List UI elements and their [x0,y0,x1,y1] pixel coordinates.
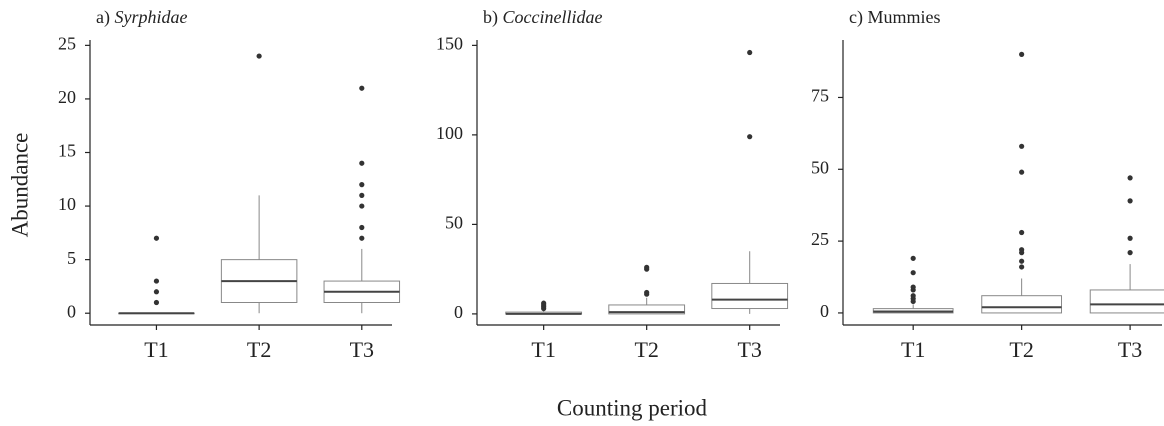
outlier [910,284,916,290]
outlier [910,270,916,276]
x-tick-label: T2 [1009,337,1033,362]
x-tick-label: T1 [531,337,555,362]
x-tick-label: T1 [144,337,168,362]
outlier [1127,175,1133,181]
panel-name: Mummies [867,7,940,27]
panel-label: c) [849,7,863,28]
y-tick-label: 0 [67,301,76,321]
outlier [153,299,160,306]
outlier [1019,51,1025,57]
box [1089,289,1164,314]
y-tick-label: 25 [811,229,829,249]
x-tick-label: T2 [247,337,271,362]
outlier [359,160,365,166]
outlier [910,255,916,261]
y-tick-label: 25 [58,33,76,53]
panel-title: c) Mummies [849,7,941,28]
x-tick-label: T3 [350,337,374,362]
y-tick-label: 10 [58,194,76,214]
x-tick-label: T3 [737,337,761,362]
y-tick-label: 100 [436,123,463,143]
outlier [1127,198,1133,204]
outlier [747,49,753,56]
box [711,282,789,310]
y-tick-label: 5 [67,248,76,268]
y-tick-label: 20 [58,87,76,107]
y-tick-label: 75 [811,86,829,106]
outlier [359,85,365,91]
outlier [910,293,916,299]
outlier [1019,169,1025,175]
box [981,295,1063,314]
y-tick-label: 15 [58,141,76,161]
outlier [541,300,547,306]
outlier [256,53,262,59]
panel-name: Coccinellidae [503,7,603,27]
panel-title: b) Coccinellidae [483,7,602,28]
y-axis-label: Abundance [7,133,32,238]
panel-name: Syrphidae [114,7,187,27]
x-tick-label: T3 [1118,337,1142,362]
panel-label: b) [483,7,498,28]
x-axis-label: Counting period [557,395,708,420]
box [608,304,686,315]
outlier [1019,143,1025,149]
outlier [359,224,365,231]
y-tick-label: 0 [820,301,829,321]
outlier [1019,258,1025,264]
panel-label: a) [96,7,110,28]
y-tick-label: 50 [811,157,829,177]
outlier [359,203,365,209]
outlier [644,289,650,296]
outlier [153,235,160,241]
y-tick-label: 150 [436,33,463,53]
outlier [1019,247,1025,253]
outlier [1019,229,1025,236]
outlier [359,235,365,241]
panel-title: a) Syrphidae [96,7,187,28]
outlier [1127,235,1133,241]
outlier [1127,250,1133,256]
outlier [153,278,160,284]
x-tick-label: T2 [634,337,658,362]
outlier [359,182,365,188]
outlier [359,192,365,198]
x-tick-label: T1 [901,337,925,362]
y-tick-label: 0 [454,302,463,322]
y-tick-label: 50 [445,213,463,233]
outlier [153,289,160,295]
outlier [747,134,753,140]
outlier [644,264,650,270]
outlier [1019,264,1025,270]
